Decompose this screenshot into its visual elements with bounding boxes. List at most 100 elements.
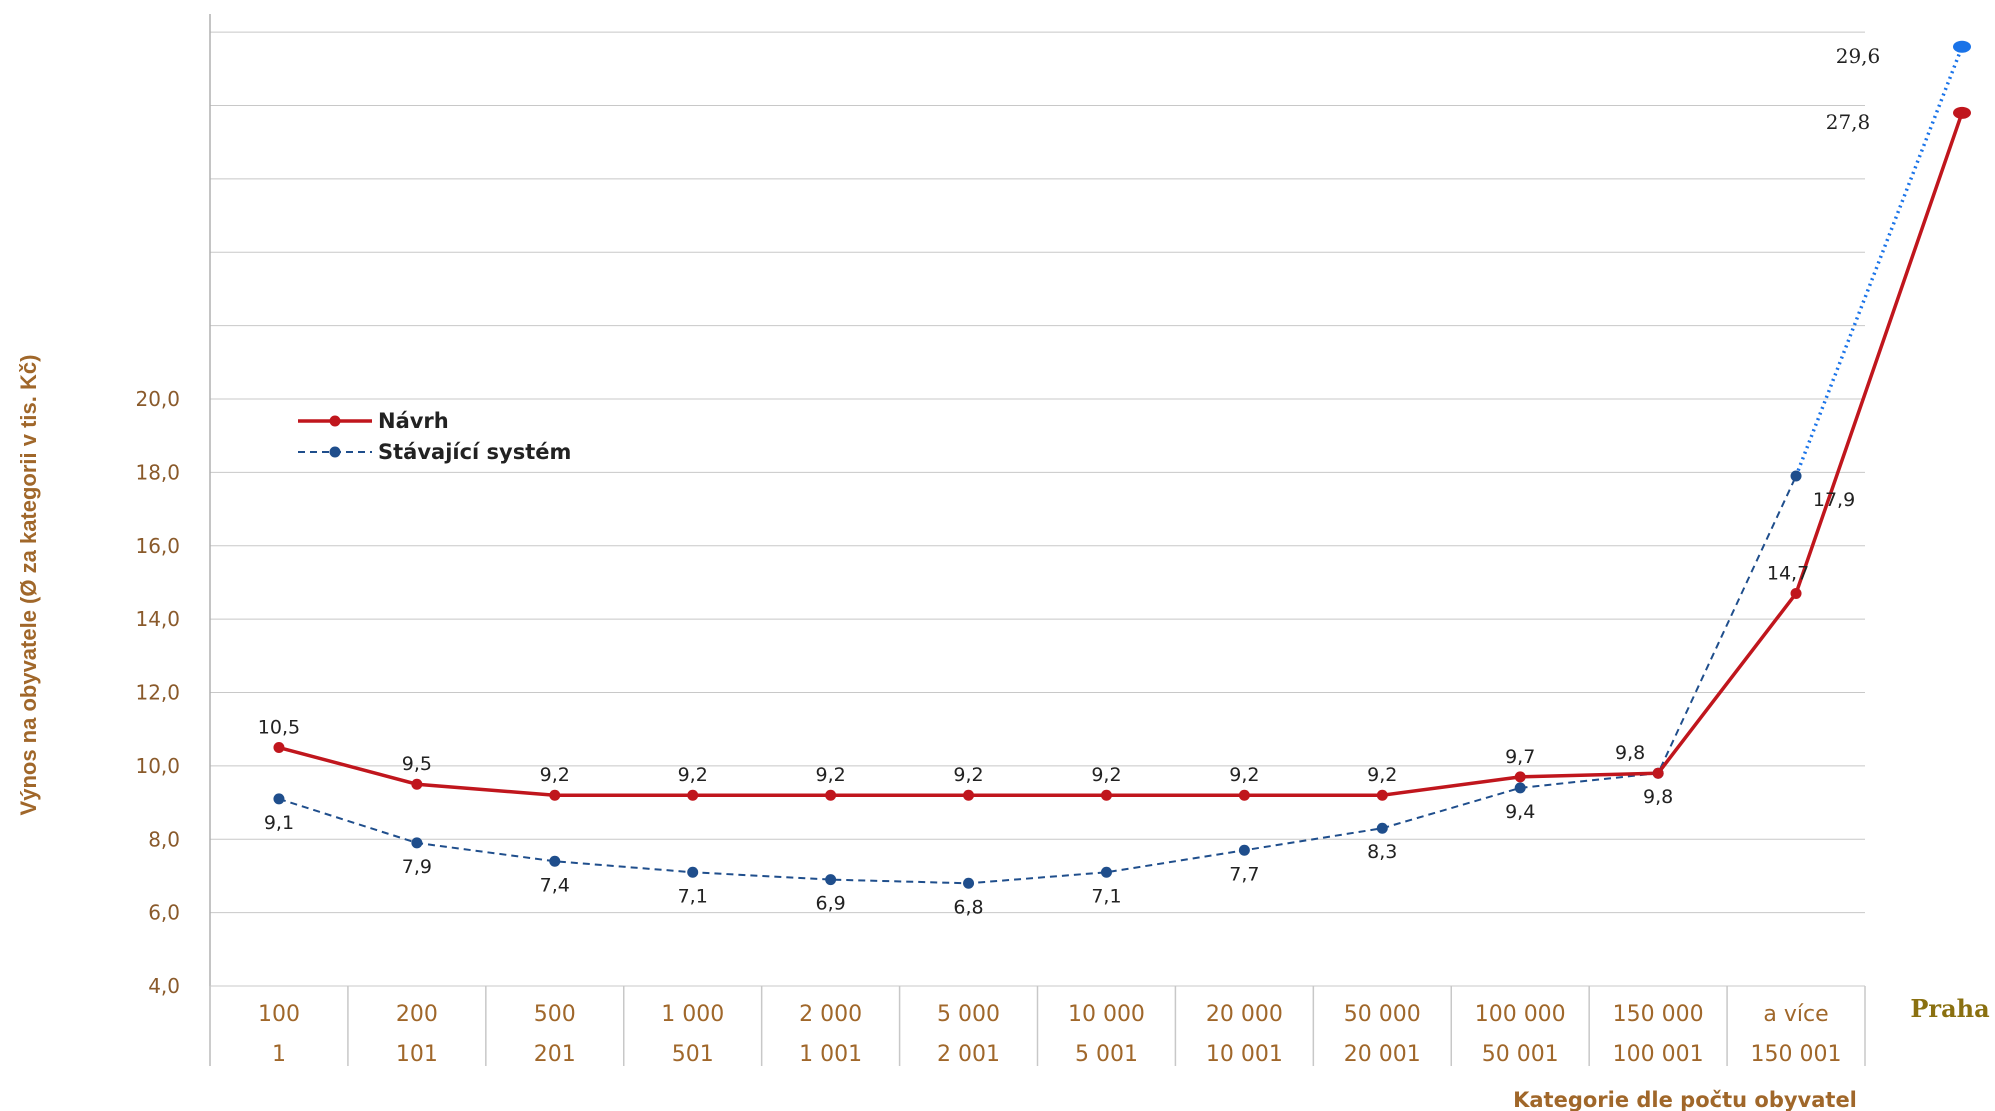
x-axis: 100 1 200 101 500 201 1 000 501 2 000 1 001 5 000 2… (209, 985, 1866, 1067)
x-tick-label-top: 100 000 (1475, 1002, 1566, 1027)
data-label-stavajici: 17,9 (1813, 489, 1855, 511)
data-label-navrh: 9,2 (678, 764, 708, 786)
x-tick-label-top: 50 000 (1344, 1002, 1421, 1027)
data-label-stavajici: 7,7 (1229, 863, 1259, 885)
data-labels: 10,5 9,5 9,2 9,2 9,2 9,2 9,2 9,2 9,2 9,7 9,8 14,7 9,… (258, 44, 1880, 918)
point-stavajici (1376, 822, 1388, 834)
y-tick-label: 16,0 (135, 534, 180, 558)
data-label-navrh-praha: 27,8 (1826, 110, 1871, 134)
x-tick-label-bottom: 1 001 (799, 1042, 862, 1067)
y-tick-label: 12,0 (135, 681, 180, 705)
point-stavajici (1238, 844, 1250, 856)
legend-label-navrh: Návrh (378, 409, 449, 433)
x-tick-label-bottom: 100 001 (1613, 1042, 1704, 1067)
y-tick-label: 14,0 (135, 607, 180, 631)
data-label-navrh: 9,2 (1091, 764, 1121, 786)
legend-label-stavajici: Stávající systém (378, 440, 571, 464)
data-label-navrh: 9,5 (402, 753, 432, 775)
x-tick-label-bottom: 101 (396, 1042, 438, 1067)
data-label-navrh: 9,2 (540, 764, 570, 786)
x-tick-label-bottom: 20 001 (1344, 1042, 1421, 1067)
point-stavajici-praha (1953, 40, 1971, 53)
point-stavajici (687, 866, 699, 878)
point-stavajici (963, 877, 975, 889)
point-stavajici (1100, 866, 1112, 878)
data-label-navrh: 9,2 (1229, 764, 1259, 786)
x-tick-label-bottom: 150 001 (1751, 1042, 1842, 1067)
x-tick-label-top: 500 (534, 1002, 576, 1027)
point-navrh (1376, 789, 1388, 801)
praha-category-label: Praha (1910, 994, 1989, 1023)
point-navrh (1514, 771, 1526, 783)
point-navrh (1652, 767, 1664, 779)
legend: Návrh Stávající systém (298, 409, 571, 464)
point-stavajici (411, 837, 423, 849)
data-label-stavajici: 9,4 (1505, 801, 1535, 823)
x-tick-label-top: 100 (258, 1002, 300, 1027)
data-label-stavajici: 7,1 (1091, 885, 1121, 907)
data-label-navrh: 10,5 (258, 717, 300, 739)
x-tick-label-top: 2 000 (799, 1002, 862, 1027)
x-tick-label-bottom: 2 001 (937, 1042, 1000, 1067)
legend-marker-stavajici (329, 446, 341, 458)
point-navrh (1790, 587, 1802, 599)
x-tick-label-bottom: 10 001 (1206, 1042, 1283, 1067)
data-label-stavajici: 6,8 (953, 896, 983, 918)
data-label-navrh: 9,7 (1505, 746, 1535, 768)
point-navrh-praha (1953, 106, 1971, 119)
y-tick-label: 4,0 (148, 974, 180, 998)
data-label-stavajici: 7,9 (402, 856, 432, 878)
x-tick-label-top: 5 000 (937, 1002, 1000, 1027)
point-navrh (411, 778, 423, 790)
x-tick-label-top: 200 (396, 1002, 438, 1027)
data-label-navrh: 9,2 (1367, 764, 1397, 786)
point-navrh (1100, 789, 1112, 801)
data-label-stavajici: 7,4 (540, 874, 570, 896)
data-label-navrh: 14,7 (1767, 562, 1809, 584)
y-tick-label: 6,0 (148, 901, 180, 925)
x-tick-label-bottom: 50 001 (1482, 1042, 1559, 1067)
x-tick-label-bottom: 1 (272, 1042, 286, 1067)
point-navrh (549, 789, 561, 801)
data-label-stavajici: 9,1 (264, 812, 294, 834)
data-label-navrh: 9,2 (816, 764, 846, 786)
data-label-stavajici: 6,9 (816, 893, 846, 915)
point-stavajici (1514, 782, 1526, 794)
data-label-navrh: 9,8 (1615, 742, 1645, 764)
x-tick-label-bottom: 201 (534, 1042, 576, 1067)
x-tick-label-top: 10 000 (1068, 1002, 1145, 1027)
y-tick-label: 20,0 (135, 387, 180, 411)
x-tick-label-top: 150 000 (1613, 1002, 1704, 1027)
point-stavajici (549, 855, 561, 867)
y-tick-label: 8,0 (148, 827, 180, 851)
point-stavajici (273, 793, 285, 805)
point-navrh (687, 789, 699, 801)
grid (209, 14, 1865, 1066)
x-axis-label: Kategorie dle počtu obyvatel (1513, 1088, 1857, 1111)
point-navrh (1238, 789, 1250, 801)
y-tick-label: 10,0 (135, 754, 180, 778)
point-navrh (825, 789, 837, 801)
point-navrh (963, 789, 975, 801)
y-axis-label: Výnos na obyvatele (Ø za kategorii v tis… (16, 355, 41, 816)
series-line-stavajici (278, 475, 1797, 885)
data-label-navrh: 9,2 (953, 764, 983, 786)
point-navrh (273, 742, 285, 754)
y-tick-label: 18,0 (135, 460, 180, 484)
x-tick-label-bottom: 501 (672, 1042, 714, 1067)
data-label-stavajici: 7,1 (678, 885, 708, 907)
x-tick-label-top: 20 000 (1206, 1002, 1283, 1027)
series-extension-stavajici (1794, 46, 1964, 477)
y-axis: 4,0 6,0 8,0 10,0 12,0 14,0 16,0 18,0 20,0 (135, 387, 180, 998)
data-label-stavajici: 8,3 (1367, 841, 1397, 863)
series-layer (273, 40, 1971, 889)
x-tick-label-top: a více (1763, 1002, 1828, 1027)
x-tick-label-bottom: 5 001 (1075, 1042, 1138, 1067)
data-label-stavajici-praha: 29,6 (1836, 44, 1881, 68)
point-stavajici (825, 874, 837, 886)
point-stavajici (1790, 470, 1802, 482)
data-label-stavajici: 9,8 (1643, 786, 1673, 808)
x-tick-label-top: 1 000 (661, 1002, 724, 1027)
legend-marker-navrh (329, 415, 341, 427)
